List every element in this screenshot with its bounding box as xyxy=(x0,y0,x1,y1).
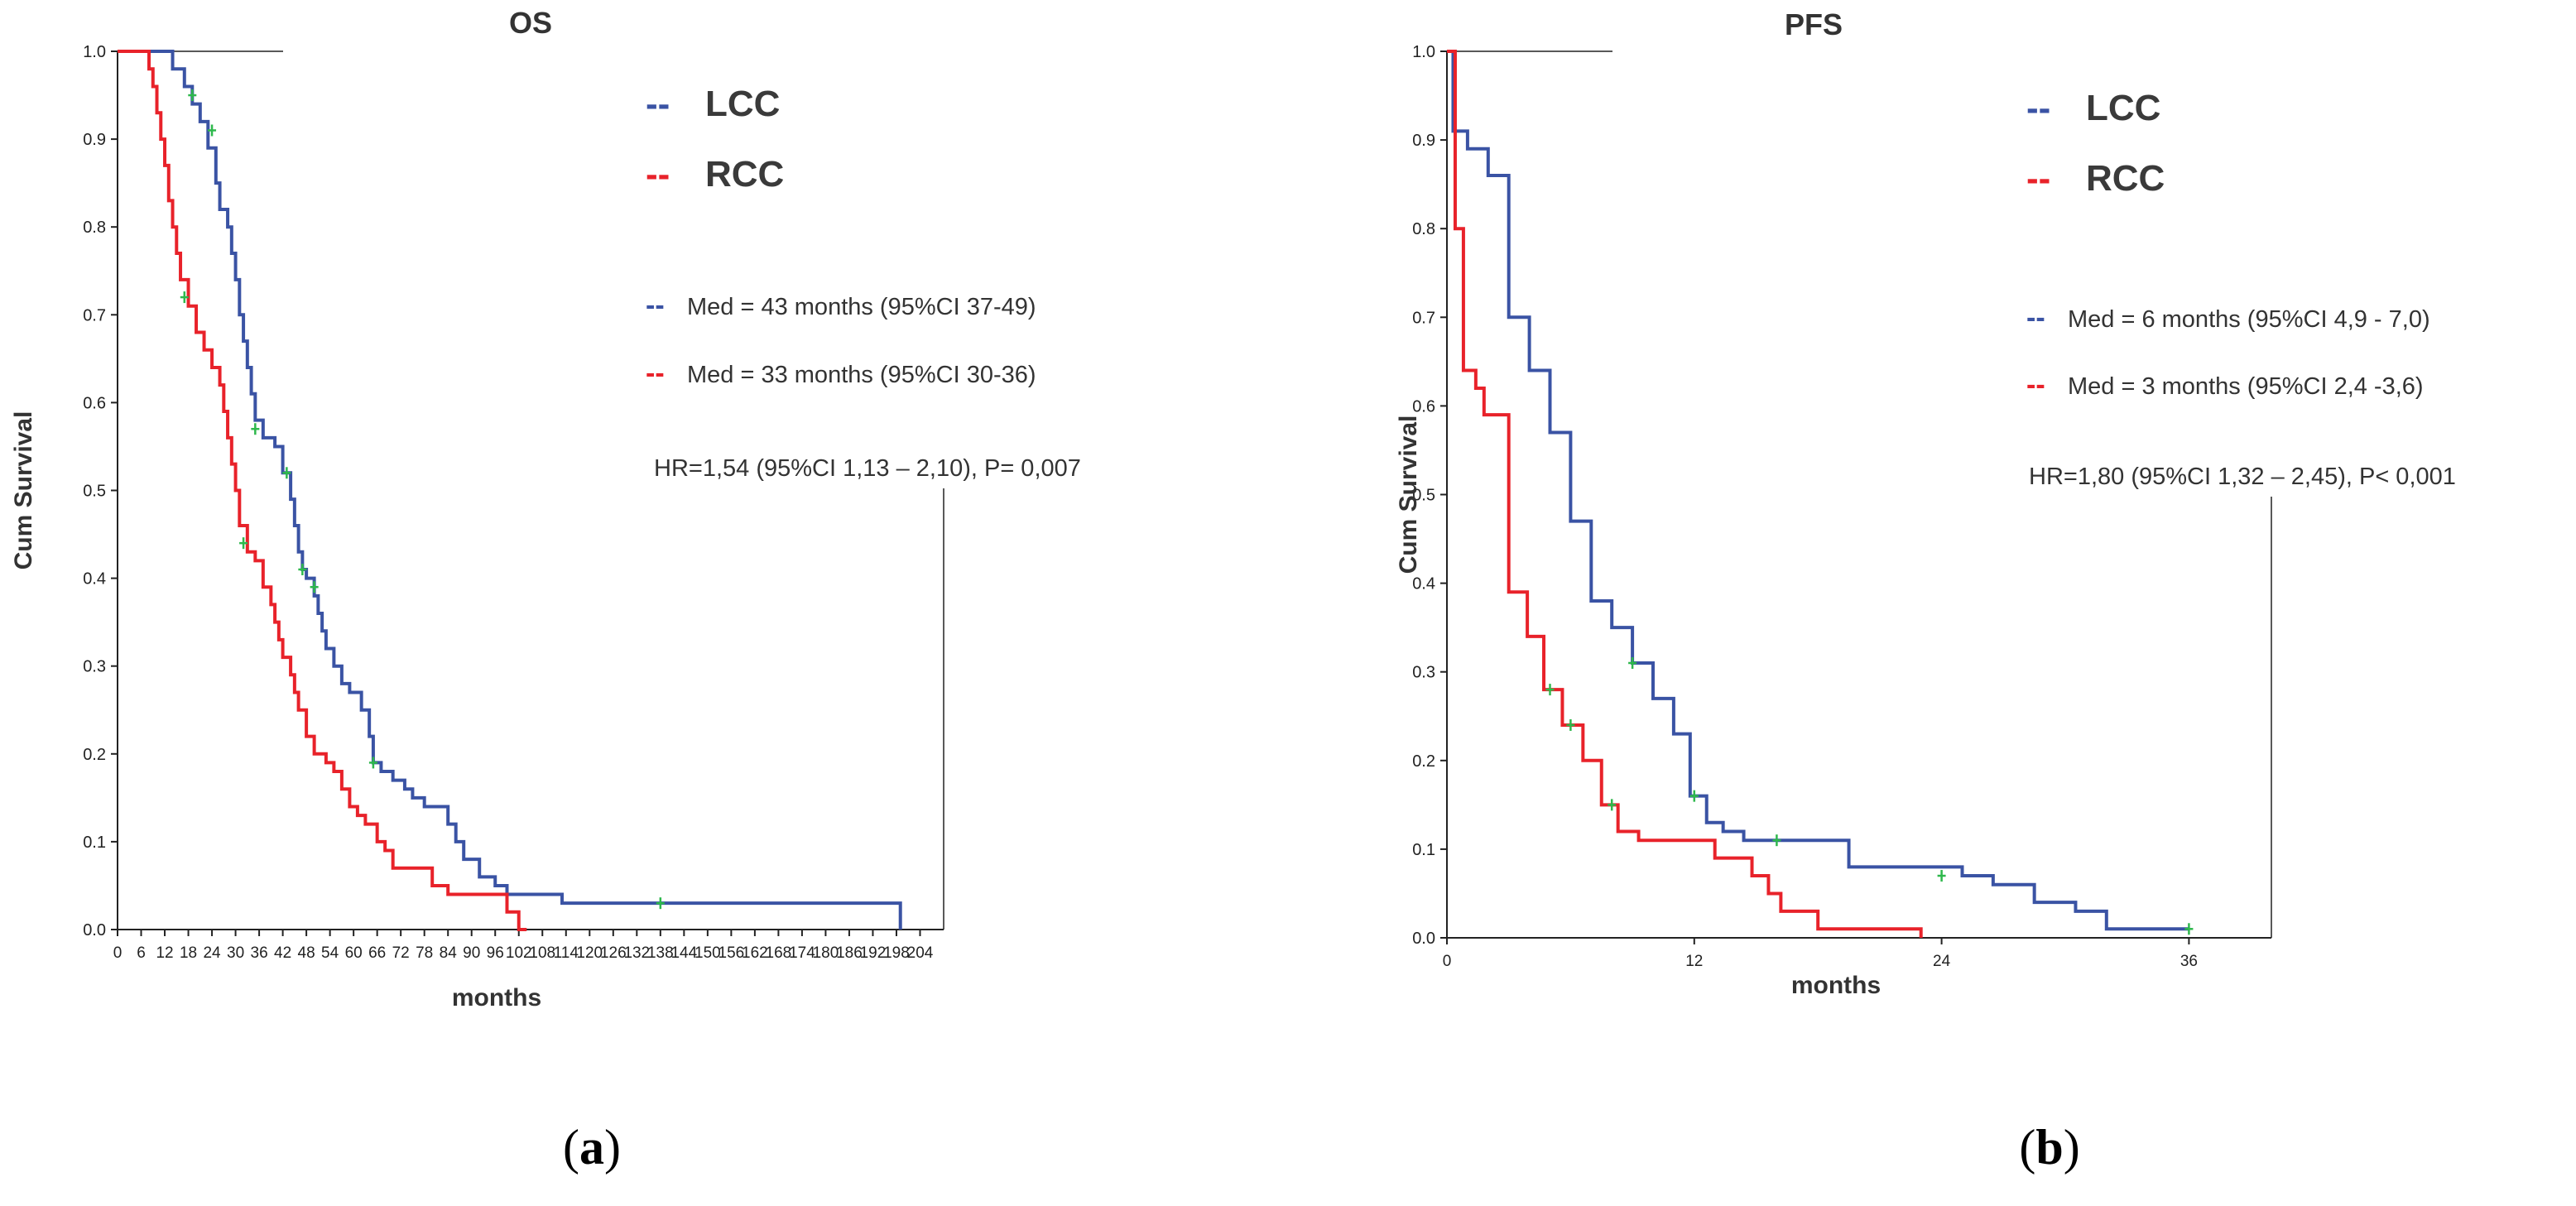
y-tick-label: 0.0 xyxy=(83,921,106,939)
y-tick-label: 0.6 xyxy=(83,394,106,412)
x-tick-label: 48 xyxy=(298,944,315,962)
legend-label-lcc: LCC xyxy=(705,84,780,124)
x-tick-label: 204 xyxy=(907,944,934,962)
x-tick-label: 30 xyxy=(227,944,244,962)
median-note-marker: -- xyxy=(2026,369,2045,401)
x-tick-label: 114 xyxy=(554,944,579,962)
y-axis-label: Cum Survival xyxy=(10,411,37,570)
x-tick-label: 54 xyxy=(321,944,339,962)
x-tick-label: 132 xyxy=(623,944,650,962)
y-tick-label: 0.3 xyxy=(1412,664,1435,682)
y-tick-label: 0.8 xyxy=(83,219,106,237)
chart-title: PFS xyxy=(1785,7,1843,41)
legend-marker: -- xyxy=(646,154,670,195)
y-tick-label: 1.0 xyxy=(1412,43,1435,61)
y-tick-label: 0.1 xyxy=(1412,841,1435,859)
x-tick-label: 72 xyxy=(392,944,410,962)
chart-title: OS xyxy=(509,6,552,40)
median-note-marker: -- xyxy=(2026,302,2045,334)
legend-label-rcc: RCC xyxy=(705,154,784,195)
x-tick-label: 24 xyxy=(1933,953,1951,970)
x-tick-label: 150 xyxy=(694,944,721,962)
x-tick-label: 12 xyxy=(1685,953,1703,970)
y-tick-label: 0.9 xyxy=(1412,132,1435,150)
y-tick-label: 0.7 xyxy=(1412,309,1435,327)
legend-marker: -- xyxy=(646,84,670,124)
legend-label-rcc: RCC xyxy=(2086,158,2165,199)
caption-a: (a) xyxy=(563,1120,621,1175)
x-axis-label: months xyxy=(452,984,541,1011)
x-tick-label: 18 xyxy=(180,944,197,962)
series-lcc-line xyxy=(1447,50,2189,931)
x-tick-label: 0 xyxy=(1443,953,1452,970)
x-tick-label: 42 xyxy=(274,944,291,962)
series-rcc-line xyxy=(1447,50,1923,938)
x-tick-label: 168 xyxy=(766,944,792,962)
median-note-marker: -- xyxy=(646,358,665,389)
y-tick-label: 0.2 xyxy=(1412,752,1435,771)
x-tick-label: 162 xyxy=(742,944,768,962)
median-note-text: Med = 3 months (95%CI 2,4 -3,6) xyxy=(2068,373,2424,400)
y-tick-label: 0.9 xyxy=(83,131,106,149)
x-tick-label: 102 xyxy=(506,944,532,962)
x-tick-label: 192 xyxy=(860,944,887,962)
x-tick-label: 0 xyxy=(113,944,123,962)
x-tick-label: 186 xyxy=(836,944,863,962)
median-note-text: Med = 43 months (95%CI 37-49) xyxy=(687,294,1036,320)
y-axis-label: Cum Survival xyxy=(1395,416,1422,574)
legend-label-lcc: LCC xyxy=(2086,88,2160,128)
series-lcc-line xyxy=(118,50,902,930)
x-tick-label: 156 xyxy=(718,944,745,962)
x-tick-label: 36 xyxy=(251,944,268,962)
x-tick-label: 174 xyxy=(789,944,815,962)
series-rcc-line xyxy=(118,50,527,931)
x-tick-label: 144 xyxy=(670,944,697,962)
pfs-chart: PFS 0.0 0.1 0.2 0.3 0.4 0.5 0.6 0.7 0.8 0.9 1.0 0 12 2… xyxy=(1395,7,2456,999)
y-tick-label: 0.5 xyxy=(1412,487,1435,505)
x-tick-label: 120 xyxy=(576,944,603,962)
x-tick-label: 36 xyxy=(2180,953,2198,970)
y-tick-label: 0.8 xyxy=(1412,220,1435,238)
median-note-marker: -- xyxy=(646,290,665,321)
x-tick-label: 180 xyxy=(813,944,839,962)
x-axis-label: months xyxy=(1791,972,1881,999)
x-tick-label: 96 xyxy=(487,944,504,962)
x-tick-label: 78 xyxy=(416,944,433,962)
x-tick-label: 198 xyxy=(883,944,910,962)
x-tick-label: 6 xyxy=(137,944,146,962)
y-tick-label: 0.6 xyxy=(1412,397,1435,416)
x-tick-label: 66 xyxy=(368,944,386,962)
median-note-text: Med = 6 months (95%CI 4,9 - 7,0) xyxy=(2068,306,2430,333)
x-tick-label: 138 xyxy=(647,944,674,962)
x-tick-label: 90 xyxy=(463,944,480,962)
y-tick-label: 0.0 xyxy=(1412,930,1435,948)
chart-panel-b: PFS 0.0 0.1 0.2 0.3 0.4 0.5 0.6 0.7 0.8 0.9 1.0 0 12 2… xyxy=(1288,0,2576,1206)
x-tick-label: 84 xyxy=(440,944,458,962)
legend-marker: -- xyxy=(2026,88,2050,128)
x-tick-label: 126 xyxy=(600,944,627,962)
y-tick-label: 0.3 xyxy=(83,658,106,676)
x-tick-label: 108 xyxy=(529,944,555,962)
os-chart: OS 0.0 0.1 0.2 0.3 0.4 0.5 0.6 0.7 0.8 0.9 1.0 0 6 12 1… xyxy=(10,6,1081,1011)
y-tick-label: 0.1 xyxy=(83,834,106,852)
y-tick-label: 1.0 xyxy=(83,43,106,61)
hazard-ratio-text: HR=1,80 (95%CI 1,32 – 2,45), P< 0,001 xyxy=(2029,464,2456,490)
y-tick-label: 0.4 xyxy=(1412,575,1435,593)
y-tick-label: 0.7 xyxy=(83,306,106,324)
chart-panel-a: OS 0.0 0.1 0.2 0.3 0.4 0.5 0.6 0.7 0.8 0.9 1.0 0 6 12 1… xyxy=(10,6,1081,1175)
legend-marker: -- xyxy=(2026,158,2050,199)
caption-b: (b) xyxy=(2019,1120,2080,1175)
x-tick-label: 24 xyxy=(203,944,221,962)
y-tick-label: 0.2 xyxy=(83,746,106,764)
y-tick-label: 0.5 xyxy=(83,483,106,501)
y-tick-label: 0.4 xyxy=(83,570,106,589)
x-tick-label: 12 xyxy=(156,944,173,962)
x-tick-label: 60 xyxy=(345,944,363,962)
hazard-ratio-text: HR=1,54 (95%CI 1,13 – 2,10), P= 0,007 xyxy=(654,455,1081,482)
median-note-text: Med = 33 months (95%CI 30-36) xyxy=(687,362,1036,388)
